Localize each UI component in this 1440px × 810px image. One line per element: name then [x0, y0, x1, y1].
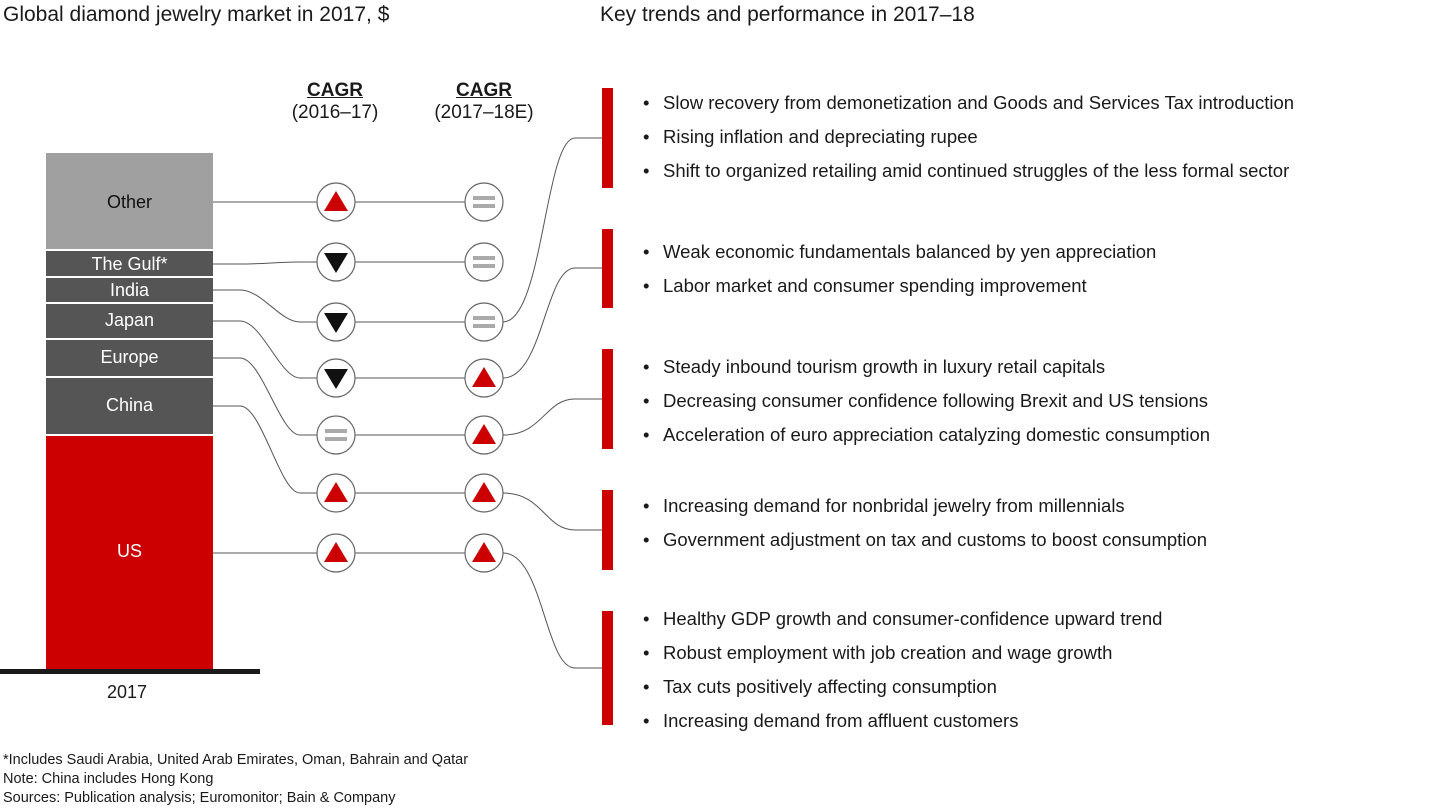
- equal-bar: [473, 316, 495, 320]
- equal-bar: [473, 264, 495, 268]
- bar-segment-india: [46, 278, 213, 302]
- bar-segment-other: [46, 153, 213, 249]
- connector-line: [502, 137, 602, 323]
- equal-bar: [325, 429, 347, 433]
- up-triangle: [472, 367, 496, 387]
- connector-line: [502, 552, 602, 669]
- up-triangle: [472, 482, 496, 502]
- footnote-china: Note: China includes Hong Kong: [3, 771, 214, 787]
- down-triangle: [324, 369, 348, 389]
- cagr-header-label: CAGR: [307, 80, 363, 101]
- equal-icon: [464, 242, 504, 282]
- left-title: Global diamond jewelry market in 2017, $: [3, 3, 390, 26]
- connector-line: [213, 320, 317, 379]
- trend-group-marker: [602, 611, 613, 725]
- trend-group-marker: [602, 490, 613, 570]
- segment-label-us: US: [116, 541, 142, 561]
- segment-label-china: China: [105, 395, 154, 415]
- connector-line: [213, 261, 317, 265]
- equal-icon: [464, 182, 504, 222]
- footnote-gulf: *Includes Saudi Arabia, United Arab Emir…: [3, 752, 469, 768]
- cagr-header-period: (2016–17): [291, 102, 379, 123]
- segment-label-other: Other: [106, 192, 153, 212]
- equal-bar: [473, 324, 495, 328]
- x-axis-year-label: 2017: [107, 682, 148, 702]
- connector-line: [213, 289, 317, 323]
- equal-bar: [473, 256, 495, 260]
- bar-segment-china: [46, 378, 213, 434]
- cagr-header-period: (2017–18E): [434, 102, 534, 123]
- footnotes: *Includes Saudi Arabia, United Arab Emir…: [3, 751, 468, 808]
- down-triangle: [324, 313, 348, 333]
- equal-icon: [316, 415, 356, 455]
- trend-group-marker: [602, 349, 613, 449]
- right-title: Key trends and performance in 2017–18: [600, 3, 975, 26]
- equal-icon: [464, 302, 504, 342]
- bar-segment-europe: [46, 340, 213, 376]
- cagr-header-label: CAGR: [456, 80, 512, 101]
- connector-line: [213, 405, 317, 494]
- connector-line: [502, 492, 602, 531]
- segment-label-japan: Japan: [104, 310, 155, 330]
- bar-segment-us: [46, 436, 213, 669]
- cagr-header-2016-17: CAGR (2016–17): [265, 80, 405, 124]
- up-triangle: [472, 424, 496, 444]
- up-triangle: [324, 482, 348, 502]
- equal-bar: [325, 437, 347, 441]
- up-triangle: [324, 542, 348, 562]
- bar-segment-japan: [46, 304, 213, 338]
- segment-label-india: India: [109, 280, 150, 300]
- segment-label-europe: Europe: [100, 347, 159, 367]
- segment-label-gulf: The Gulf*: [91, 254, 168, 274]
- connector-line: [213, 357, 317, 436]
- chart-baseline: [0, 669, 260, 674]
- down-triangle: [324, 253, 348, 273]
- cagr-header-2017-18e: CAGR (2017–18E): [414, 80, 554, 124]
- up-triangle: [324, 191, 348, 211]
- equal-bar: [473, 204, 495, 208]
- connector-line: [502, 267, 602, 379]
- trend-group-marker: [602, 88, 613, 188]
- trend-group-marker: [602, 229, 613, 308]
- up-triangle: [472, 542, 496, 562]
- bar-segment-thegulf: [46, 251, 213, 276]
- connector-line: [502, 398, 602, 436]
- equal-bar: [473, 196, 495, 200]
- footnote-sources: Sources: Publication analysis; Euromonit…: [3, 790, 396, 806]
